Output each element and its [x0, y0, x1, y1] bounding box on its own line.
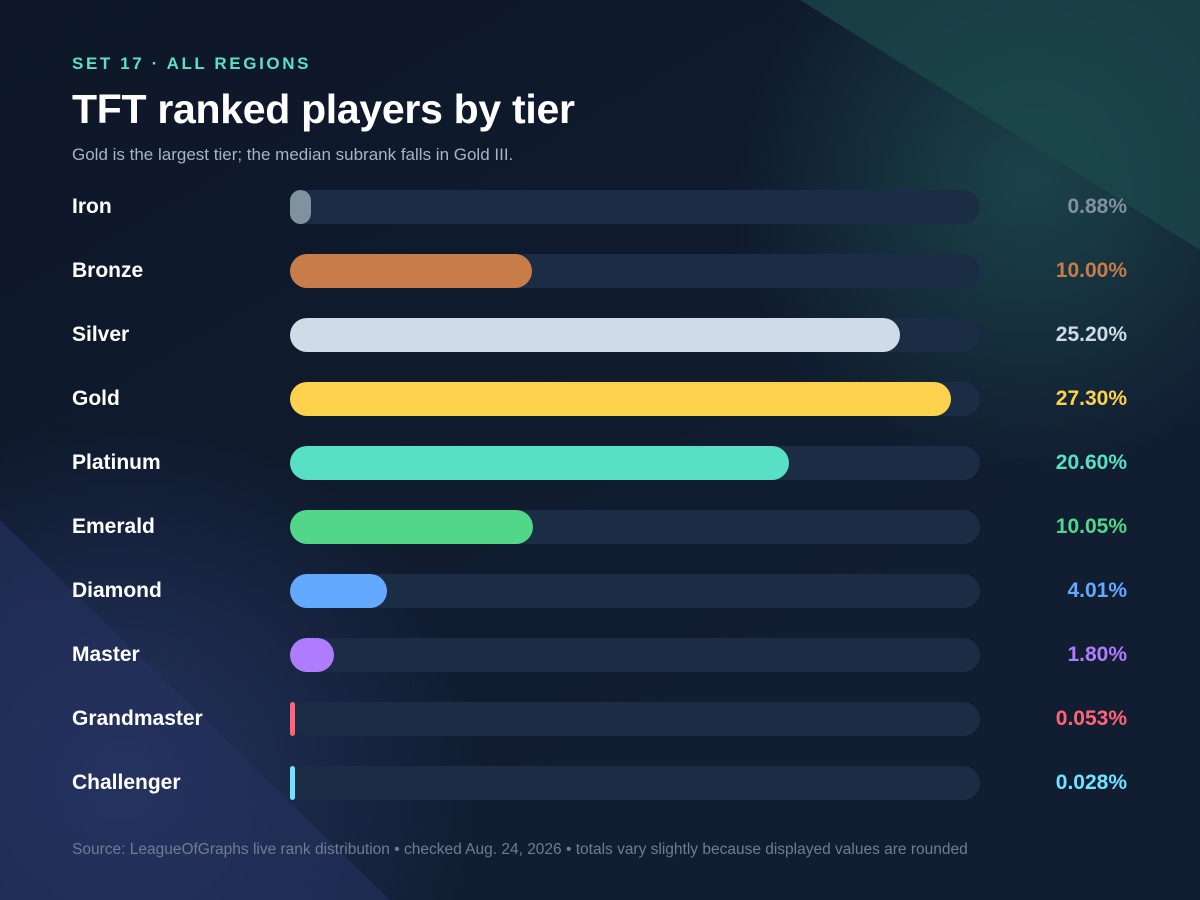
- tier-label: Master: [72, 643, 140, 666]
- value-label: 0.053%: [1055, 707, 1127, 730]
- tier-label: Gold: [72, 387, 120, 410]
- tier-label: Challenger: [72, 771, 181, 794]
- bar-track: [290, 446, 980, 480]
- tier-label: Bronze: [72, 259, 144, 282]
- bar-row: Challenger 0.028%: [0, 766, 1200, 800]
- tier-label: Grandmaster: [72, 707, 203, 730]
- value-label: 4.01%: [1067, 579, 1127, 602]
- value-label: 20.60%: [1055, 451, 1127, 474]
- bar-row: Silver 25.20%: [0, 318, 1200, 352]
- tier-label: Iron: [72, 195, 112, 218]
- bar: [290, 254, 533, 288]
- bar-row: Diamond 4.01%: [0, 574, 1200, 608]
- bar: [290, 574, 388, 608]
- bar: [290, 766, 295, 800]
- value-label: 10.05%: [1055, 515, 1127, 538]
- bar-track: [290, 510, 980, 544]
- value-label: 0.88%: [1067, 195, 1127, 218]
- bar-row: Gold 27.30%: [0, 382, 1200, 416]
- chart-title: TFT ranked players by tier: [72, 86, 575, 132]
- tier-label: Platinum: [72, 451, 161, 474]
- bar: [290, 702, 295, 736]
- value-label: 27.30%: [1055, 387, 1127, 410]
- bar-track: [290, 574, 980, 608]
- bar-track: [290, 766, 980, 800]
- chart-footer-source: Source: LeagueOfGraphs live rank distrib…: [72, 841, 968, 858]
- value-label: 1.80%: [1067, 643, 1127, 666]
- bar: [290, 510, 534, 544]
- bar: [290, 190, 312, 224]
- bar-track: [290, 318, 980, 352]
- bar-track: [290, 638, 980, 672]
- bar-track: [290, 382, 980, 416]
- chart-subtitle: Gold is the largest tier; the median sub…: [72, 145, 514, 164]
- bar-track: [290, 190, 980, 224]
- bar-row: Platinum 20.60%: [0, 446, 1200, 480]
- bar: [290, 446, 789, 480]
- bar-row: Emerald 10.05%: [0, 510, 1200, 544]
- bar-track: [290, 254, 980, 288]
- bar-row: Bronze 10.00%: [0, 254, 1200, 288]
- tier-label: Emerald: [72, 515, 155, 538]
- bar-row: Grandmaster 0.053%: [0, 702, 1200, 736]
- value-label: 25.20%: [1055, 323, 1127, 346]
- bar: [290, 638, 334, 672]
- tier-label: Diamond: [72, 579, 162, 602]
- value-label: 10.00%: [1055, 259, 1127, 282]
- bar-row: Iron 0.88%: [0, 190, 1200, 224]
- bar: [290, 382, 951, 416]
- bar-track: [290, 702, 980, 736]
- tier-label: Silver: [72, 323, 130, 346]
- value-label: 0.028%: [1055, 771, 1127, 794]
- chart-eyebrow: SET 17 · ALL REGIONS: [72, 54, 312, 73]
- bar: [290, 318, 901, 352]
- bar-row: Master 1.80%: [0, 638, 1200, 672]
